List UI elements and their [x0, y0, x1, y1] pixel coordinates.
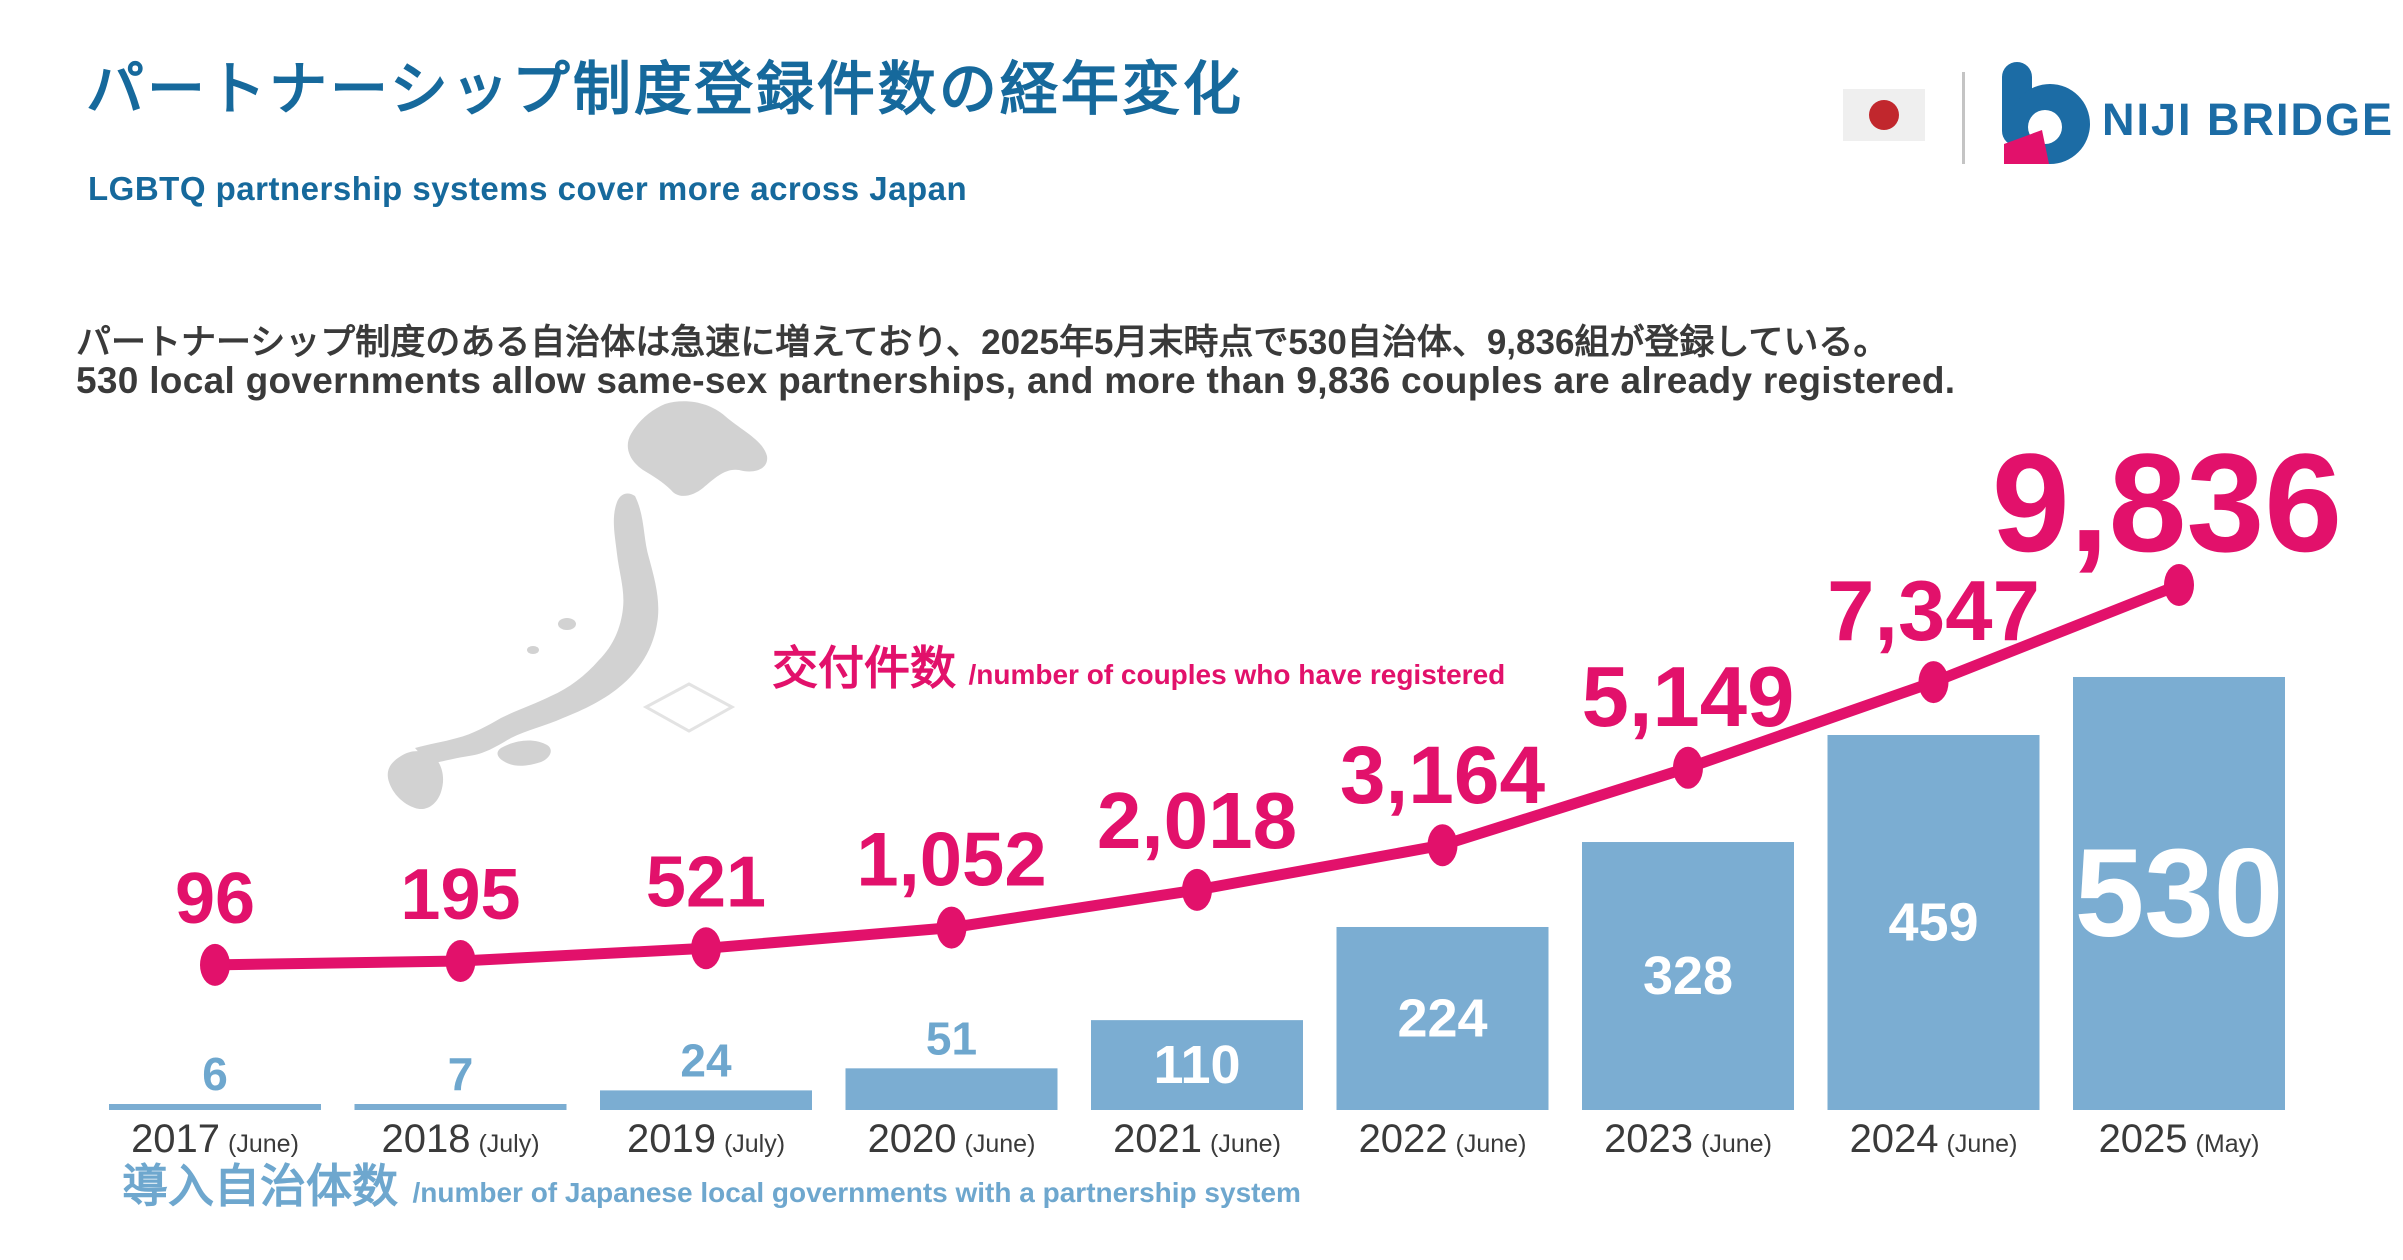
brand-divider: [1962, 72, 1965, 164]
bar-value-2017: 6: [202, 1048, 228, 1100]
x-label-year: 2017: [131, 1117, 220, 1161]
line-dot-2025: [2164, 564, 2194, 606]
x-label-year: 2022: [1359, 1117, 1448, 1161]
bar-2025: [2073, 676, 2285, 1110]
x-label-year: 2019: [627, 1117, 716, 1161]
brand-name: NIJI BRIDGE: [2102, 94, 2395, 145]
bar-value-2024: 459: [1888, 892, 1978, 952]
x-label-year: 2018: [381, 1117, 470, 1161]
bar-series-legend-jp: 導入自治体数: [122, 1160, 398, 1212]
bar-value-2019: 24: [680, 1034, 732, 1086]
bar-2021: [1091, 1020, 1303, 1110]
map-island-oki: [527, 646, 539, 654]
bar-value-2025: 530: [2075, 824, 2284, 963]
description-english: 530 local governments allow same-sex par…: [76, 360, 1956, 401]
x-label-year: 2020: [868, 1117, 957, 1161]
x-label-2022: 2022 (June): [1359, 1117, 1527, 1161]
bar-2019: [600, 1090, 812, 1110]
line-dot-2021: [1182, 868, 1212, 911]
bar-2022: [1336, 926, 1549, 1110]
line-value-2021: 2,018: [1097, 776, 1297, 865]
x-label-2023: 2023 (June): [1604, 1117, 1772, 1161]
bar-value-2022: 224: [1397, 988, 1487, 1048]
x-label-year: 2025: [2099, 1117, 2188, 1161]
bar-2018: [354, 1104, 567, 1110]
page-title: パートナーシップ制度登録件数の経年変化: [86, 57, 1244, 122]
x-label-month: (June): [228, 1130, 299, 1158]
x-label-year: 2021: [1113, 1117, 1202, 1161]
x-label-2019: 2019 (July): [627, 1117, 785, 1161]
x-label-2020: 2020 (June): [868, 1117, 1036, 1161]
bars-group: 6 7 24 51 110 224 328 459 530: [109, 676, 2285, 1110]
description-japanese: パートナーシップ制度のある自治体は急速に増えており、2025年5月末時点で530…: [76, 323, 1889, 362]
map-hokkaido: [627, 401, 768, 496]
map-island-sado: [558, 618, 576, 630]
bar-series-legend: 導入自治体数 /number of Japanese local governm…: [122, 1160, 1301, 1212]
japan-flag-icon: [1843, 89, 1925, 141]
line-value-2022: 3,164: [1340, 730, 1546, 821]
line-value-2020: 1,052: [856, 818, 1046, 903]
page-subtitle: LGBTQ partnership systems cover more acr…: [88, 170, 968, 207]
bar-2017: [109, 1104, 321, 1110]
bar-value-2020: 51: [926, 1012, 977, 1064]
x-label-month: (June): [1701, 1130, 1772, 1158]
line-dot-2017: [200, 943, 230, 986]
x-label-month: (May): [2196, 1130, 2260, 1158]
map-honshu: [415, 493, 659, 764]
x-label-month: (July): [724, 1130, 785, 1158]
niji-bridge-logo-icon: [2002, 62, 2090, 164]
line-series-legend-jp: 交付件数: [772, 642, 956, 694]
flag-sun-circle: [1869, 100, 1899, 130]
bar-value-2021: 110: [1153, 1035, 1240, 1095]
line-dot-2020: [936, 906, 967, 949]
line-dot-2019: [691, 927, 721, 970]
bar-2023: [1582, 842, 1794, 1110]
line-value-2017: 96: [175, 859, 255, 939]
bar-value-2018: 7: [448, 1048, 474, 1100]
x-label-year: 2024: [1850, 1117, 1939, 1161]
map-kyushu: [387, 751, 444, 810]
x-label-2025: 2025 (May): [2099, 1117, 2260, 1161]
line-series-legend: 交付件数 /number of couples who have registe…: [772, 642, 1505, 694]
x-label-2017: 2017 (June): [131, 1117, 299, 1161]
map-shikoku: [497, 740, 551, 766]
bar-2024: [1827, 734, 2040, 1110]
x-label-month: (July): [478, 1130, 539, 1158]
x-label-month: (June): [965, 1130, 1036, 1158]
line-dot-2018: [445, 939, 476, 982]
x-label-2021: 2021 (June): [1113, 1117, 1281, 1161]
line-dot-2022: [1427, 824, 1458, 867]
line-dot-2023: [1673, 746, 1703, 789]
bar-series-legend-en: /number of Japanese local governments wi…: [412, 1177, 1300, 1208]
line-value-2025: 9,836: [1992, 424, 2342, 581]
line-value-2019: 521: [646, 842, 766, 922]
line-dot-2024: [1918, 661, 1949, 704]
logo-pink-wedge: [2004, 130, 2049, 164]
line-value-2018: 195: [400, 855, 520, 935]
bar-value-2023: 328: [1643, 946, 1733, 1006]
bar-2020: [845, 1068, 1058, 1110]
line-value-2024: 7,347: [1827, 564, 2040, 659]
japan-map: [387, 401, 768, 810]
x-label-month: (June): [1456, 1130, 1527, 1158]
line-series-legend-en: /number of couples who have registered: [968, 659, 1505, 690]
x-label-month: (June): [1210, 1130, 1281, 1158]
x-label-2024: 2024 (June): [1850, 1117, 2018, 1161]
x-label-year: 2023: [1604, 1117, 1693, 1161]
x-label-2018: 2018 (July): [381, 1117, 539, 1161]
line-value-2023: 5,149: [1582, 650, 1795, 745]
x-label-month: (June): [1947, 1130, 2018, 1158]
map-outline-diamond: [642, 682, 736, 733]
axis-group: 2017 (June) 2018 (July) 2019 (July) 2020 (June)…: [131, 1117, 2259, 1161]
